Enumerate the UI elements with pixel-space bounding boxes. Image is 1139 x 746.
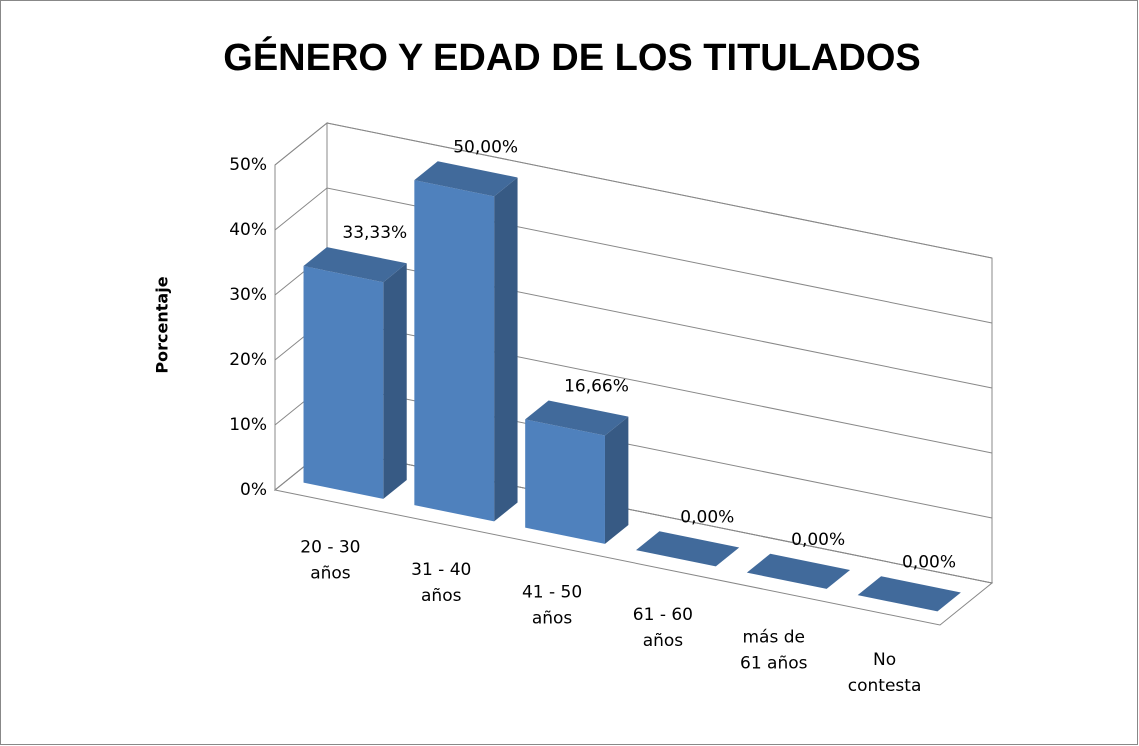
value-label: 16,66% — [564, 377, 629, 397]
y-tick-label: 50% — [229, 155, 267, 175]
y-tick-label: 10% — [229, 415, 267, 435]
value-label: 0,00% — [902, 552, 956, 572]
bar — [636, 531, 740, 567]
x-tick-label: años — [310, 563, 351, 583]
bar-top — [414, 161, 518, 197]
y-tick-label: 20% — [229, 350, 267, 370]
bar-side — [494, 177, 518, 522]
bar-front — [414, 180, 495, 522]
y-axis-label: Porcentaje — [153, 276, 172, 373]
y-tick-label: 0% — [240, 480, 267, 500]
y-tick-label: 40% — [229, 220, 267, 240]
grid-line — [274, 122, 993, 259]
bar-top — [525, 400, 629, 436]
bar-side — [604, 416, 629, 544]
value-label: 50,00% — [453, 137, 518, 157]
x-tick-label: No — [873, 650, 896, 670]
bar — [746, 553, 851, 589]
bar-top — [857, 576, 961, 612]
bar — [414, 161, 518, 522]
bar-side — [383, 263, 407, 499]
x-tick-label: 61 años — [740, 653, 808, 673]
x-tick-label: 61 - 60 — [633, 605, 693, 625]
bar — [303, 247, 407, 499]
x-tick-label: 41 - 50 — [522, 582, 582, 602]
bar — [525, 400, 629, 544]
bar-top — [303, 247, 407, 283]
value-label: 33,33% — [342, 223, 407, 243]
x-tick-label: contesta — [848, 676, 922, 696]
x-tick-label: años — [643, 631, 684, 651]
bar-top — [636, 531, 740, 567]
x-tick-label: 20 - 30 — [300, 537, 360, 557]
bar-top — [746, 553, 851, 589]
x-tick-label: años — [532, 608, 573, 628]
y-tick-label: 30% — [229, 285, 267, 305]
bar-front — [525, 419, 605, 544]
value-label: 0,00% — [791, 530, 845, 550]
grid-line — [274, 187, 993, 324]
x-tick-label: 31 - 40 — [411, 560, 471, 580]
chart-title: GÉNERO Y EDAD DE LOS TITULADOS — [223, 35, 920, 79]
bar — [857, 576, 961, 612]
x-tick-label: años — [421, 586, 462, 606]
bar-front — [303, 266, 384, 499]
x-tick-label: más de — [743, 627, 806, 647]
value-label: 0,00% — [680, 507, 734, 527]
